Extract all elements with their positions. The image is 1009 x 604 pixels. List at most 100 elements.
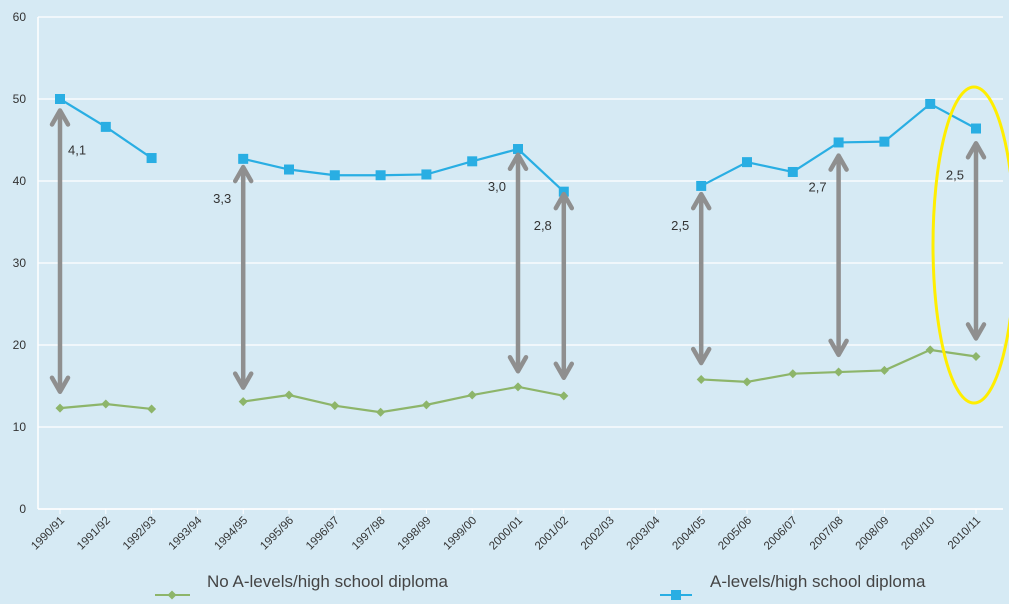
legend-marker-no-diploma <box>167 590 177 600</box>
ratio-arrow-head-up <box>828 153 849 172</box>
x-tick-label: 2005/06 <box>716 515 754 553</box>
data-point <box>925 98 936 109</box>
ratio-arrow: 2,8 <box>534 191 575 381</box>
x-tick-label: 2003/04 <box>625 514 663 552</box>
ratio-arrow: 2,7 <box>809 153 849 358</box>
data-point <box>238 397 248 407</box>
x-tick-label: 2001/02 <box>533 515 571 553</box>
data-point <box>467 156 478 167</box>
data-point <box>146 153 157 164</box>
data-point <box>421 169 432 180</box>
ratio-arrow-head-up <box>690 191 712 211</box>
ratio-arrow: 4,1 <box>49 108 86 394</box>
data-point <box>55 403 65 413</box>
data-point <box>559 391 569 401</box>
data-point <box>558 186 569 197</box>
ratio-arrow-head-down <box>507 354 529 374</box>
ratio-arrow-head-down <box>828 338 849 358</box>
y-tick-label: 10 <box>13 420 27 434</box>
x-tick-label: 2002/03 <box>579 515 617 553</box>
data-point <box>513 382 523 392</box>
x-tick-label: 2000/01 <box>487 515 525 553</box>
x-tick-label: 2007/08 <box>808 515 846 553</box>
data-point <box>833 137 844 148</box>
series-line <box>243 385 565 414</box>
ratio-arrow-head-down <box>49 375 71 394</box>
data-point <box>787 166 798 177</box>
y-tick-label: 30 <box>13 256 27 270</box>
data-point <box>329 170 340 181</box>
series-diploma <box>55 94 981 197</box>
data-point <box>742 377 752 387</box>
y-tick-label: 20 <box>13 338 27 352</box>
legend-marker-diploma <box>671 590 681 600</box>
data-point <box>879 136 890 147</box>
data-point <box>55 94 65 104</box>
data-point <box>696 374 706 384</box>
data-point <box>238 153 249 164</box>
ratio-label: 2,5 <box>946 167 964 182</box>
x-tick-label: 2004/05 <box>670 515 708 553</box>
data-point <box>100 121 111 132</box>
ratio-arrow: 2,5 <box>671 191 712 366</box>
x-tick-label: 1995/96 <box>258 515 296 553</box>
ratio-arrow-head-up <box>553 191 575 211</box>
y-tick-label: 40 <box>13 174 27 188</box>
annotations-layer: 4,1 3,3 3,0 2,8 2,5 2,7 2,5 <box>49 85 1009 405</box>
data-point <box>879 365 889 375</box>
ratio-label: 3,3 <box>213 191 231 206</box>
series-layer <box>55 94 981 417</box>
data-point <box>788 369 798 379</box>
x-tick-label: 2010/11 <box>946 515 983 552</box>
data-point <box>925 345 935 355</box>
legend-label-diploma: A-levels/high school diploma <box>710 572 926 591</box>
y-tick-label: 60 <box>13 10 27 24</box>
x-tick-label: 1993/94 <box>167 514 205 552</box>
data-point <box>376 407 386 417</box>
data-point <box>375 170 386 181</box>
data-point <box>513 144 523 155</box>
ratio-arrow-head-up <box>232 164 254 184</box>
ratio-arrow: 3,3 <box>213 164 254 390</box>
x-tick-label: 1997/98 <box>350 515 388 553</box>
ratio-label: 2,7 <box>809 180 827 195</box>
ratio-arrow-head-up <box>49 108 71 127</box>
x-tick-label: 1994/95 <box>212 515 250 553</box>
data-point <box>147 404 157 414</box>
x-tick-label: 1998/99 <box>396 515 434 553</box>
legend-marks <box>155 590 692 600</box>
ratio-label: 4,1 <box>68 142 86 157</box>
data-point <box>101 399 111 409</box>
x-tick-label: 2009/10 <box>899 515 937 553</box>
ratio-arrow-head-down <box>690 346 712 366</box>
series-line <box>242 147 565 193</box>
ratio-arrow-head-down <box>232 371 254 390</box>
data-point <box>284 390 294 400</box>
y-tick-label: 0 <box>19 502 26 516</box>
data-point <box>696 180 707 191</box>
ratio-arrow: 2,5 <box>946 141 987 341</box>
x-tick-label: 1991/92 <box>75 515 113 553</box>
ratio-label: 3,0 <box>488 179 506 194</box>
x-axis: 1990/91 1991/92 1992/93 1993/94 1994/95 1995/… <box>29 508 1003 553</box>
x-tick-label: 1992/93 <box>121 515 159 553</box>
data-point <box>971 351 981 361</box>
data-point <box>284 164 294 175</box>
y-axis: 0 10 20 30 40 50 60 <box>13 10 39 516</box>
data-point <box>421 400 431 410</box>
legend-label-no-diploma: No A-levels/high school diploma <box>207 572 448 591</box>
ratio-label: 2,8 <box>534 218 552 233</box>
data-point <box>834 367 844 377</box>
series-no-diploma <box>55 345 981 417</box>
data-point <box>330 401 340 411</box>
x-tick-label: 2006/07 <box>762 515 800 553</box>
ratio-arrow-head-up <box>965 141 987 160</box>
ratio-arrow-head-up <box>507 152 529 172</box>
x-tick-label: 2008/09 <box>854 515 892 553</box>
ratio-label: 2,5 <box>671 218 689 233</box>
x-tick-label: 1996/97 <box>304 515 342 553</box>
data-point <box>971 123 981 134</box>
y-tick-label: 50 <box>13 92 27 106</box>
x-tick-label: 1990/91 <box>29 515 67 553</box>
